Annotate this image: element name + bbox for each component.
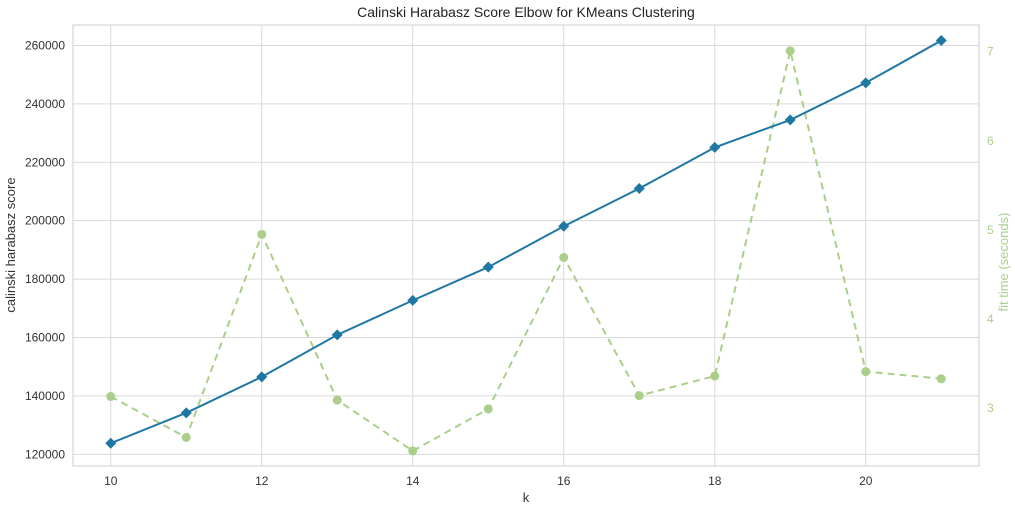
score-point [407, 294, 419, 306]
y2-axis-label: fit time (seconds) [996, 213, 1011, 312]
y2-tick-label: 5 [987, 223, 994, 237]
x-tick-label: 16 [557, 474, 571, 488]
score-point [860, 77, 872, 89]
y-tick-label: 140000 [25, 389, 65, 403]
grid [73, 25, 979, 466]
score-line [110, 39, 942, 445]
x-tick-label: 18 [708, 474, 722, 488]
fit-time-point [785, 46, 795, 56]
y-tick-label: 240000 [25, 97, 65, 111]
x-tick-label: 12 [255, 474, 269, 488]
y-tick-label: 160000 [25, 330, 65, 344]
series [105, 34, 947, 456]
y-tick-label: 260000 [25, 38, 65, 52]
y-axis-label: calinski harabasz score [3, 177, 18, 312]
score-point [256, 371, 268, 383]
y2-tick-label: 6 [987, 134, 994, 148]
score-point [558, 220, 570, 232]
x-tick-label: 10 [104, 474, 118, 488]
x-tick-label: 20 [859, 474, 873, 488]
fit-time-point [634, 391, 644, 401]
score-point [482, 261, 494, 273]
plot-area-border [72, 24, 980, 467]
score-point [784, 114, 796, 126]
score-point [935, 34, 947, 46]
fit-time-point [483, 404, 493, 414]
y-tick-label: 120000 [25, 447, 65, 461]
score-point [331, 329, 343, 341]
score-point [709, 141, 721, 153]
x-tick-label: 14 [406, 474, 420, 488]
fit-time-point [181, 432, 191, 442]
y2-tick-label: 7 [987, 45, 994, 59]
fit-time-point [559, 253, 569, 263]
fit-time-point [861, 367, 871, 377]
y-tick-label: 200000 [25, 214, 65, 228]
score-point [105, 437, 117, 449]
x-axis-label: k [523, 490, 530, 505]
ticks: 10 12 14 16 18 20 120000 140000 160000 180000 2000… [25, 38, 994, 488]
fit-time-point [710, 371, 720, 381]
chart-title: Calinski Harabasz Score Elbow for KMeans… [357, 4, 695, 20]
fit-time-point [332, 395, 342, 405]
fit-time-point [257, 229, 267, 239]
y-tick-label: 180000 [25, 272, 65, 286]
y2-tick-label: 3 [987, 401, 994, 415]
fit-time-point [408, 446, 418, 456]
y-tick-label: 220000 [25, 155, 65, 169]
score-point [180, 407, 192, 419]
y2-tick-label: 4 [987, 312, 994, 326]
fit-time-point [106, 392, 116, 402]
fit-time-point [936, 374, 946, 384]
score-point [633, 183, 645, 195]
fit-time-line [110, 50, 942, 453]
